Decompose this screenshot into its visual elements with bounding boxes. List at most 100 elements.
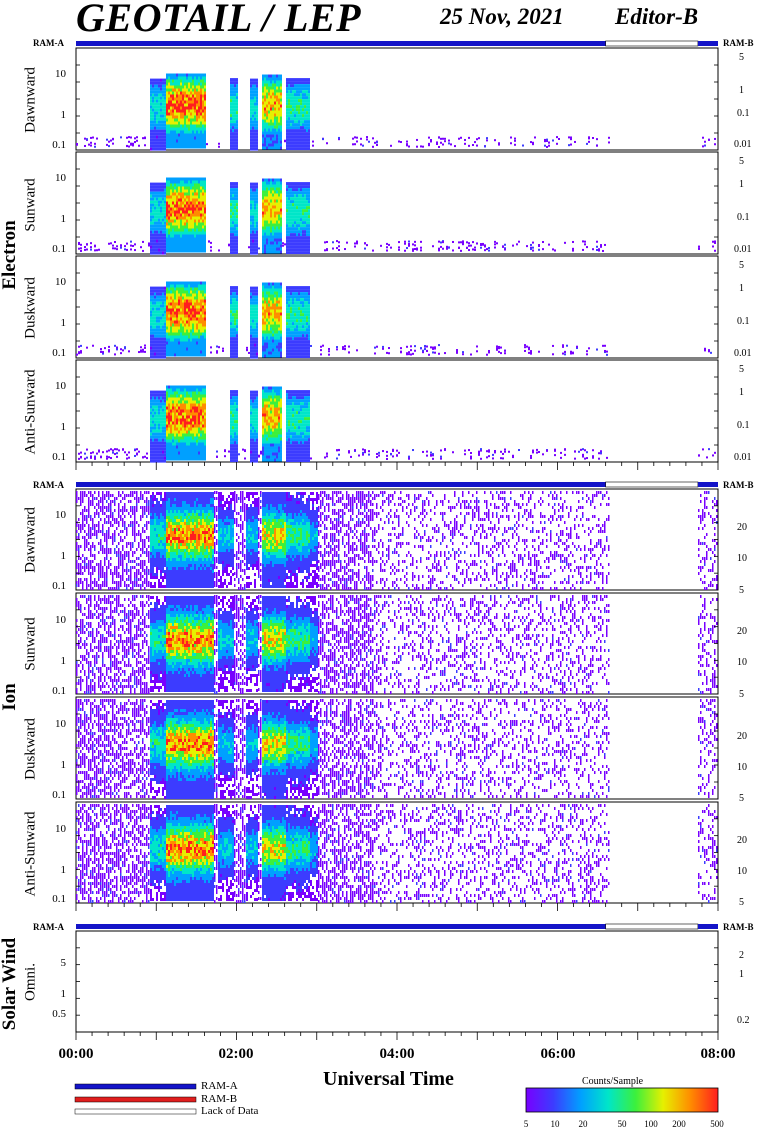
heatmap-cell [256, 298, 258, 302]
heatmap-cell [308, 286, 310, 290]
heatmap-cell [150, 417, 152, 421]
heatmap-cell [182, 177, 184, 181]
heatmap-cell [178, 97, 180, 101]
heatmap-cell [112, 451, 114, 454]
heatmap-cell [278, 354, 280, 358]
heatmap-cell [196, 240, 198, 244]
heatmap-cell [302, 129, 304, 133]
heatmap-cell [300, 295, 302, 299]
heatmap-cell [172, 231, 174, 235]
heatmap-cell [172, 201, 174, 205]
heatmap-cell [152, 182, 154, 186]
heatmap-cell [182, 106, 184, 110]
heatmap-cell [292, 352, 294, 356]
heatmap-cell [178, 189, 180, 193]
heatmap-cell [168, 139, 170, 143]
heatmap-cell [184, 112, 186, 116]
heatmap-cell [230, 117, 232, 121]
heatmap-cell [182, 225, 184, 229]
heatmap-cell [202, 82, 204, 86]
heatmap-cell [198, 124, 200, 128]
heatmap-cell [698, 245, 700, 248]
heatmap-cell [510, 142, 512, 145]
heatmap-cell [92, 344, 94, 347]
heatmap-cell [272, 235, 274, 239]
heatmap-cell [202, 234, 204, 238]
heatmap-cell [172, 195, 174, 199]
heatmap-cell [236, 239, 238, 243]
heatmap-cell [190, 112, 192, 116]
heatmap-cell [130, 143, 132, 146]
heatmap-cell [188, 287, 190, 291]
heatmap-cell [274, 101, 276, 105]
heatmap-cell [204, 225, 206, 229]
heatmap-cell [150, 337, 152, 341]
heatmap-cell [194, 112, 196, 116]
heatmap-cell [308, 120, 310, 124]
heatmap-cell [298, 224, 300, 228]
heatmap-cell [304, 99, 306, 103]
heatmap-cell [174, 121, 176, 125]
heatmap-cell [190, 121, 192, 125]
heatmap-cell [204, 85, 206, 89]
heatmap-cell [154, 111, 156, 115]
heatmap-cell [292, 227, 294, 231]
heatmap-cell [290, 334, 292, 338]
heatmap-cell [186, 246, 188, 250]
heatmap-cell [302, 215, 304, 219]
heatmap-cell [162, 310, 164, 314]
heatmap-cell [296, 182, 298, 186]
heatmap-cell [286, 120, 288, 124]
heatmap-cell [176, 97, 178, 101]
heatmap-cell [582, 248, 584, 251]
heatmap-cell [712, 245, 714, 248]
heatmap-cell [444, 137, 446, 140]
heatmap-cell [296, 316, 298, 320]
heatmap-cell [254, 298, 256, 302]
heatmap-cell [308, 108, 310, 112]
heatmap-cell [178, 341, 180, 345]
heatmap-cell [272, 309, 274, 313]
heatmap-cell [530, 350, 532, 353]
heatmap-cell [276, 104, 278, 108]
heatmap-cell [162, 99, 164, 103]
heatmap-cell [190, 350, 192, 354]
heatmap-cell [152, 84, 154, 88]
heatmap-cell [280, 342, 282, 346]
heatmap-cell [182, 323, 184, 327]
heatmap-cell [300, 185, 302, 189]
heatmap-cell [230, 245, 232, 249]
heatmap-cell [166, 311, 168, 315]
heatmap-cell [236, 93, 238, 97]
heatmap-cell [250, 236, 252, 240]
heatmap-cell [586, 246, 588, 249]
heatmap-cell [182, 350, 184, 354]
heatmap-cell [264, 327, 266, 331]
heatmap-cell [234, 123, 236, 127]
heatmap-cell [152, 340, 154, 344]
heatmap-cell [150, 316, 152, 320]
heatmap-cell [180, 186, 182, 190]
heatmap-cell [250, 242, 252, 246]
heatmap-cell [280, 297, 282, 301]
heatmap-cell [232, 120, 234, 124]
heatmap-cell [308, 111, 310, 115]
heatmap-cell [290, 203, 292, 207]
heatmap-cell [272, 241, 274, 245]
heatmap-cell [150, 126, 152, 130]
heatmap-cell [178, 329, 180, 333]
heatmap-cell [302, 197, 304, 201]
heatmap-cell [270, 217, 272, 221]
heatmap-cell [308, 340, 310, 344]
heatmap-cell [302, 114, 304, 118]
heatmap-cell [592, 248, 594, 251]
heatmap-cell [190, 82, 192, 86]
heatmap-cell [194, 353, 196, 357]
heatmap-cell [236, 147, 238, 151]
heatmap-cell [188, 234, 190, 238]
heatmap-cell [474, 246, 476, 249]
heatmap-cell [184, 97, 186, 101]
heatmap-cell [272, 351, 274, 355]
heatmap-cell [184, 243, 186, 247]
chart-title: GEOTAIL / LEP [76, 0, 361, 41]
